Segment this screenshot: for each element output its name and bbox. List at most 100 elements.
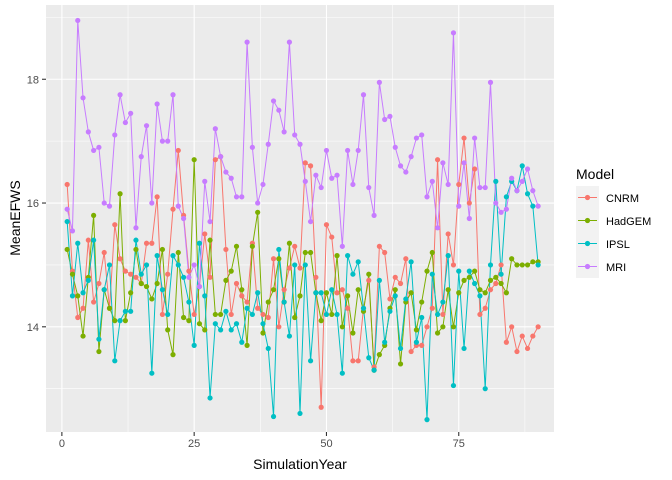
data-point-cnrm [276, 324, 282, 330]
data-point-hadgem [276, 256, 282, 262]
data-point-mri [461, 160, 467, 166]
data-point-hadgem [186, 318, 192, 324]
data-point-mri [514, 188, 520, 194]
x-axis-title: SimulationYear [253, 456, 347, 472]
data-point-hadgem [159, 246, 166, 253]
data-point-cnrm [456, 181, 462, 188]
data-point-hadgem [350, 330, 356, 336]
data-point-ipsl [112, 358, 118, 364]
data-point-cnrm [313, 274, 319, 280]
data-point-cnrm [493, 280, 499, 287]
data-point-ipsl [366, 355, 372, 361]
data-point-hadgem [482, 290, 488, 296]
data-point-cnrm [503, 339, 509, 345]
data-point-hadgem [376, 352, 382, 358]
data-point-ipsl [249, 311, 255, 318]
data-point-cnrm [80, 305, 86, 311]
data-point-cnrm [122, 268, 128, 274]
data-point-hadgem [323, 290, 330, 296]
data-point-hadgem [191, 157, 197, 163]
data-point-cnrm [329, 234, 335, 240]
data-point-ipsl [270, 413, 277, 420]
data-point-hadgem [180, 314, 187, 321]
data-point-cnrm [165, 271, 171, 277]
y-axis-title: MeanEFWS [7, 180, 23, 255]
data-point-hadgem [239, 287, 245, 293]
series-line-mri [66, 20, 539, 287]
data-point-hadgem [329, 311, 335, 318]
legend-keys: CNRM HadGEM IPSL MRI [576, 186, 651, 278]
series-line-cnrm [66, 137, 539, 408]
data-point-mri [450, 30, 457, 36]
data-point-cnrm [223, 246, 229, 253]
data-point-mri [345, 147, 351, 154]
data-point-mri [329, 175, 335, 181]
data-point-cnrm [260, 311, 266, 318]
y-tick-label: 18 [27, 74, 39, 86]
data-point-ipsl [503, 194, 509, 200]
x-tick-label: 0 [59, 438, 65, 450]
data-point-cnrm [292, 243, 298, 249]
data-point-ipsl [424, 417, 430, 423]
data-point-cnrm [255, 305, 261, 311]
data-point-mri [265, 141, 271, 147]
data-point-cnrm [91, 299, 97, 305]
data-point-mri [270, 98, 277, 104]
data-point-cnrm [239, 293, 245, 299]
legend-key-point-mri [584, 263, 591, 270]
data-point-hadgem [128, 290, 134, 296]
data-point-hadgem [477, 287, 483, 293]
x-tick-label: 25 [188, 438, 200, 450]
legend-label-hadgem: HadGEM [606, 216, 651, 228]
data-point-hadgem [292, 314, 298, 321]
data-point-cnrm [133, 274, 139, 280]
data-point-hadgem [466, 274, 472, 280]
plot-panel [46, 5, 554, 432]
data-point-mri [535, 203, 541, 209]
data-point-ipsl [170, 253, 176, 259]
data-point-ipsl [461, 345, 467, 352]
data-point-hadgem [445, 287, 451, 293]
data-point-ipsl [128, 308, 134, 314]
data-point-mri [355, 147, 361, 154]
data-point-ipsl [85, 277, 91, 283]
data-point-hadgem [434, 330, 441, 336]
data-point-cnrm [472, 166, 478, 172]
data-point-mri [75, 17, 81, 24]
data-point-ipsl [101, 287, 107, 293]
data-point-cnrm [281, 287, 287, 293]
data-point-hadgem [392, 287, 398, 293]
data-point-hadgem [202, 327, 208, 333]
data-point-hadgem [117, 191, 123, 197]
data-point-mri [524, 166, 531, 172]
data-point-cnrm [387, 296, 393, 302]
data-point-mri [228, 175, 234, 181]
data-point-mri [397, 163, 404, 169]
data-point-ipsl [392, 293, 398, 299]
data-point-ipsl [255, 290, 261, 296]
data-point-mri [292, 132, 298, 138]
data-point-hadgem [154, 280, 160, 287]
data-point-mri [302, 178, 308, 184]
data-point-mri [376, 79, 382, 85]
data-point-ipsl [292, 262, 298, 268]
data-point-ipsl [281, 299, 287, 305]
data-point-hadgem [133, 246, 139, 253]
data-point-mri [128, 110, 134, 116]
data-point-hadgem [450, 324, 457, 330]
data-point-mri [239, 194, 245, 200]
data-point-cnrm [530, 333, 536, 339]
data-point-cnrm [440, 311, 446, 318]
data-point-hadgem [233, 243, 240, 249]
data-point-mri [96, 144, 102, 150]
data-point-cnrm [355, 358, 361, 364]
data-point-mri [218, 154, 224, 160]
data-point-mri [196, 283, 203, 290]
data-point-hadgem [249, 243, 255, 249]
data-point-cnrm [445, 231, 451, 237]
data-point-mri [434, 225, 441, 231]
data-point-ipsl [445, 253, 451, 259]
data-point-cnrm [424, 324, 430, 330]
data-point-ipsl [218, 327, 224, 333]
data-point-cnrm [323, 222, 330, 228]
